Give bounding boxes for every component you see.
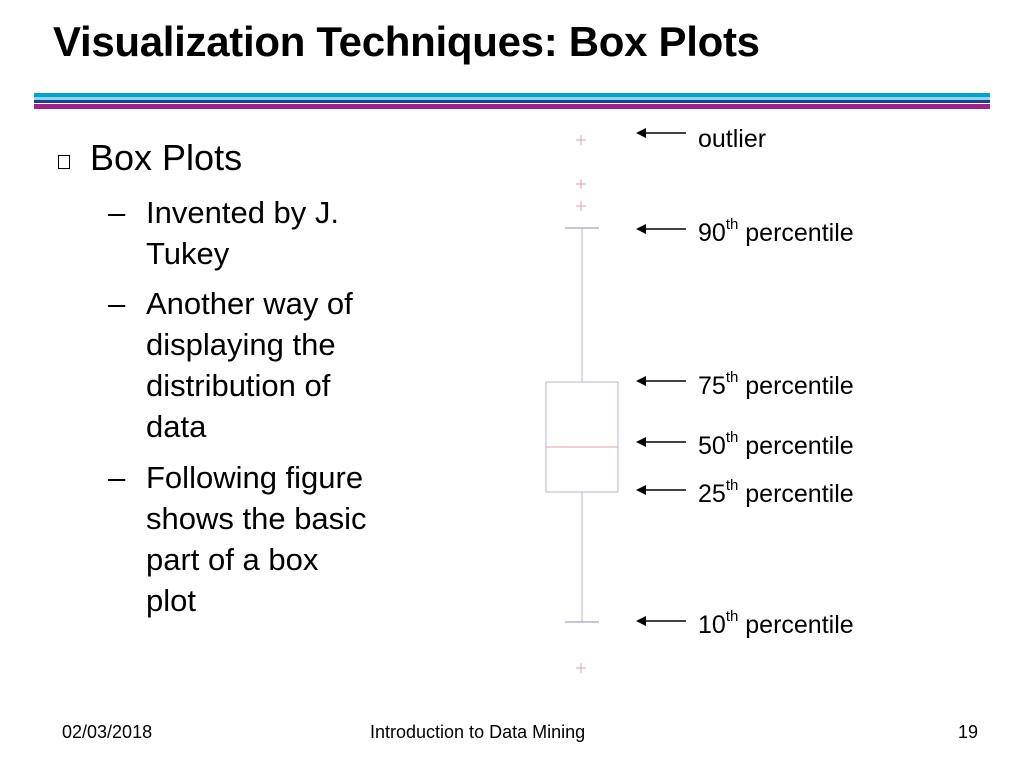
box-iqr [545, 381, 619, 493]
footer-course: Introduction to Data Mining [370, 722, 586, 742]
subpoint-2-line-1: Another way of [146, 286, 353, 321]
label-25th-percentile: 25th percentile [698, 477, 854, 508]
title-rule-top [34, 93, 990, 97]
label-10th-percentile: 10th percentile [698, 608, 854, 639]
title-rule-light [34, 97, 990, 100]
footer-page-number: 19 [958, 722, 979, 742]
subpoint-1-line-2: Tukey [146, 236, 230, 271]
subpoint-2-line-2: displaying the [146, 327, 336, 362]
label-50th-percentile: 50th percentile [698, 429, 854, 460]
subpoint-3-line-3: part of a box [146, 542, 319, 577]
arrow-90th [636, 224, 686, 234]
square-bullet-icon [58, 155, 70, 169]
subpoint-3-line-2: shows the basic [146, 501, 367, 536]
label-outlier: outlier [698, 125, 767, 153]
subpoint-2-line-3: distribution of [146, 368, 331, 403]
arrow-75th [636, 376, 686, 386]
label-90th-percentile: 90th percentile [698, 216, 854, 247]
dash-1: – [108, 195, 126, 230]
subpoint-2: Another way of displaying the distributi… [146, 283, 353, 447]
subpoint-3-line-1: Following figure [146, 460, 364, 495]
subpoint-3: Following figure shows the basic part of… [146, 457, 367, 621]
subpoint-1-line-1: Invented by J. [146, 195, 340, 230]
footer-date: 02/03/2018 [62, 722, 153, 742]
arrow-10th [636, 616, 686, 626]
subpoint-2-line-4: data [146, 409, 207, 444]
outlier-bottom [576, 663, 586, 673]
title-rule-mid [34, 100, 990, 103]
outlier-top-3 [576, 201, 586, 211]
arrow-25th [636, 485, 686, 495]
label-75th-percentile: 75th percentile [698, 369, 854, 400]
slide-title: Visualization Techniques: Box Plots [53, 18, 760, 65]
outlier-top-1 [576, 135, 586, 145]
subpoint-1: Invented by J. Tukey [146, 192, 339, 274]
outlier-top-2 [576, 179, 586, 189]
dash-3: – [108, 460, 126, 495]
arrow-50th [636, 437, 686, 447]
bullet-box-plots: Box Plots [90, 137, 243, 178]
title-rule-bottom [34, 104, 990, 109]
dash-2: – [108, 286, 126, 321]
subpoint-3-line-4: plot [146, 583, 196, 618]
arrow-outlier [636, 128, 686, 138]
